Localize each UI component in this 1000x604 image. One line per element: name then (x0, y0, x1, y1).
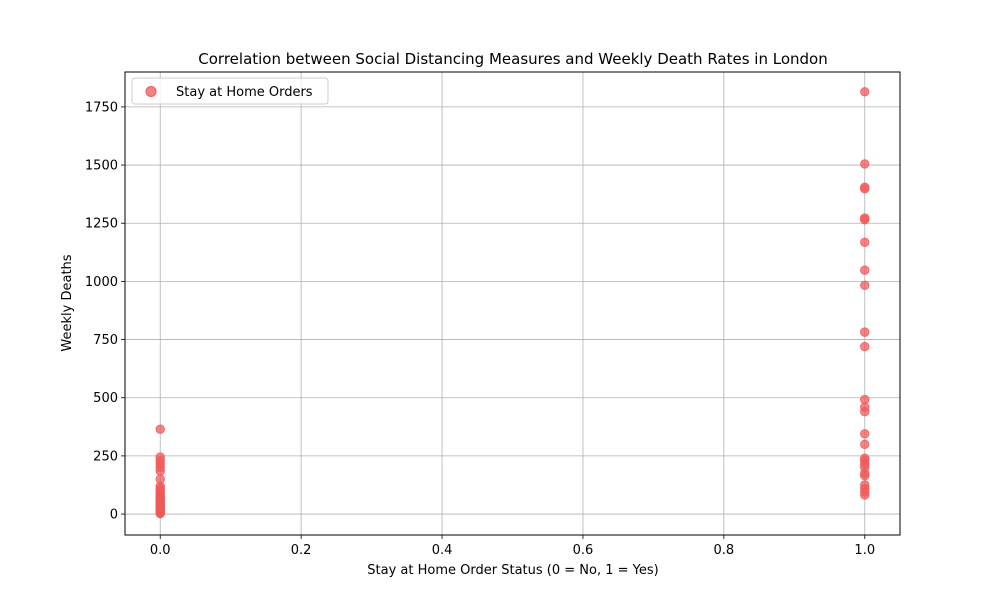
data-point (860, 215, 870, 225)
data-point (860, 341, 870, 352)
legend-box (131, 77, 329, 105)
legend: Stay at Home Orders (131, 77, 329, 105)
x-tick-label: 0.4 (432, 543, 453, 558)
data-point (860, 490, 870, 500)
data-point (860, 265, 870, 275)
y-tick-label: 750 (93, 333, 118, 348)
legend-label: Stay at Home Orders (176, 85, 313, 100)
data-point (860, 87, 870, 97)
legend-marker (145, 86, 157, 97)
y-tick-label: 1000 (85, 275, 118, 290)
data-point (860, 184, 870, 194)
x-tick-label: 0.0 (150, 543, 171, 558)
y-axis-label: Weekly Deaths (60, 254, 75, 351)
data-point (860, 406, 870, 417)
x-tick-label: 1.0 (854, 543, 875, 558)
data-point (155, 424, 165, 434)
data-point (860, 470, 870, 481)
data-points (155, 87, 870, 519)
plot-frame (124, 71, 901, 536)
data-point (860, 280, 870, 291)
data-point (860, 327, 870, 337)
x-tick-label: 0.8 (714, 543, 735, 558)
x-axis-label: Stay at Home Order Status (0 = No, 1 = Y… (367, 563, 658, 578)
x-axis: 0.0 0.2 0.4 0.6 0.8 1.0 (150, 535, 875, 558)
grid (125, 72, 900, 535)
data-point (860, 237, 870, 248)
data-point (155, 508, 165, 519)
data-point (860, 439, 870, 449)
y-tick-label: 250 (93, 449, 118, 464)
y-tick-label: 1750 (85, 100, 118, 115)
y-tick-label: 0 (110, 508, 118, 523)
data-point (860, 159, 870, 169)
data-point (155, 466, 165, 476)
y-tick-label: 1500 (85, 159, 118, 174)
y-tick-label: 500 (93, 391, 118, 406)
x-tick-label: 0.6 (573, 543, 594, 558)
x-tick-label: 0.2 (291, 543, 312, 558)
y-axis: 0 250 500 750 1000 1250 1500 1750 (85, 100, 125, 523)
data-point (860, 429, 870, 439)
chart-title: Correlation between Social Distancing Me… (198, 50, 827, 68)
y-tick-label: 1250 (85, 217, 118, 232)
